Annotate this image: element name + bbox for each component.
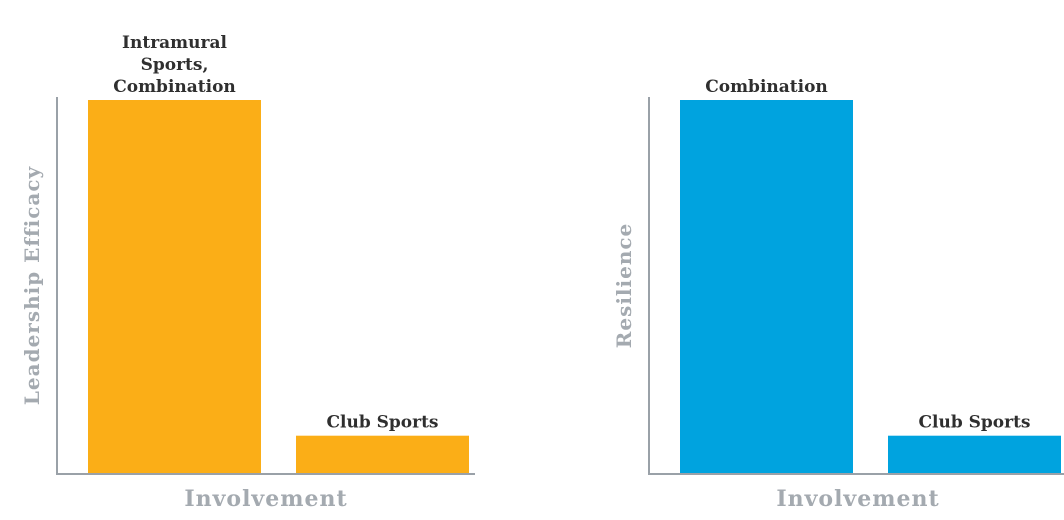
bar-label-line: Intramural [122,33,227,53]
leadership-efficacy-chart-svg: Intramural Sports, Combination Club Sports L… [20,33,475,512]
bar-1-label: Intramural Sports, Combination [113,33,236,97]
bar-2-label: Club Sports [918,413,1030,433]
x-axis-label: Involvement [776,486,939,512]
resilience-chart: Combination Club Sports Resilience Involvem… [592,0,1064,520]
bar-1 [680,100,853,473]
bar-label-line: Club Sports [326,413,438,433]
y-axis-label: Resilience [612,223,636,349]
bar-1-label: Combination [705,77,828,97]
bar-2-label: Club Sports [326,413,438,433]
x-axis-label: Involvement [184,486,347,512]
y-axis-label: Leadership Efficacy [20,165,44,405]
bar-1 [88,100,261,473]
bar-2 [888,435,1061,473]
bar-label-line: Club Sports [918,413,1030,433]
bar-2 [296,435,469,473]
bar-label-line: Sports, [141,55,209,75]
bar-label-line: Combination [113,77,236,97]
leadership-efficacy-chart: Intramural Sports, Combination Club Sports L… [20,33,475,512]
bar-label-line: Combination [705,77,828,97]
resilience-chart-svg: Combination Club Sports Resilience Involvem… [612,77,1064,512]
